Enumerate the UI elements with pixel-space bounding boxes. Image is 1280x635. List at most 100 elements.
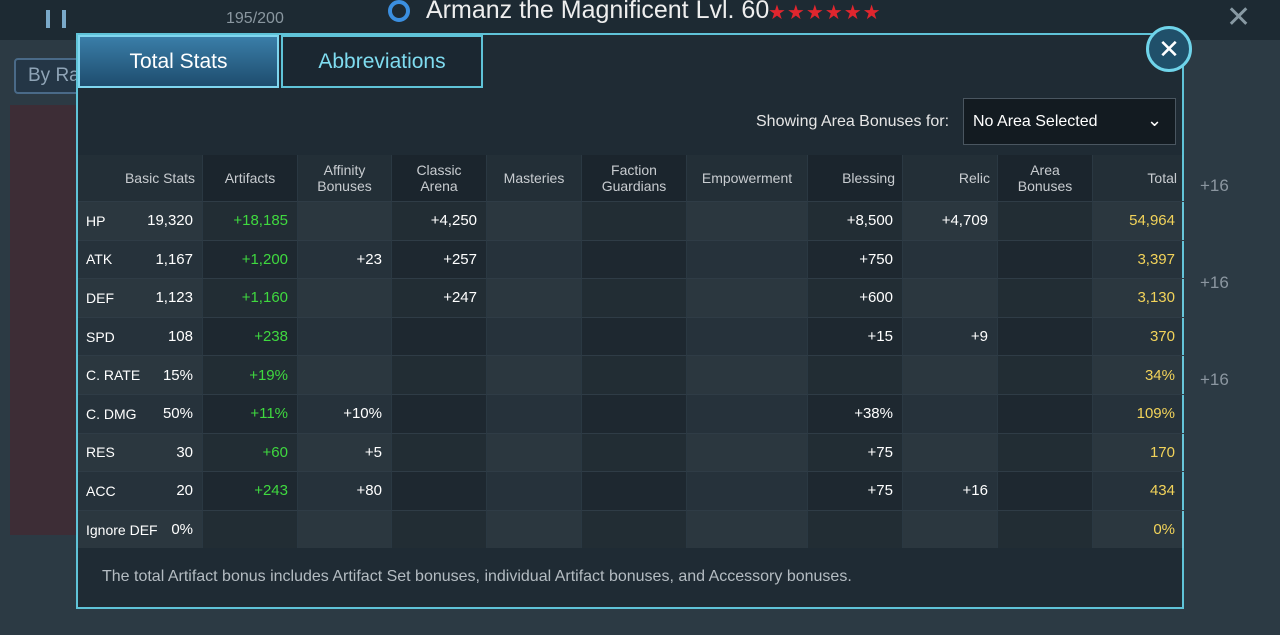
table-cell xyxy=(487,432,582,472)
table-cell xyxy=(487,509,582,549)
table-cell: +23 xyxy=(298,239,392,279)
table-cell xyxy=(687,201,808,240)
table-cell: 370 xyxy=(1093,316,1185,356)
menu-icon[interactable] xyxy=(46,10,66,28)
table-cell xyxy=(687,316,808,356)
table-cell xyxy=(582,316,687,356)
table-cell: +15 xyxy=(808,316,903,356)
stat-name: C. RATE xyxy=(86,367,141,384)
table-cell xyxy=(582,471,687,510)
table-cell: +10% xyxy=(298,393,392,433)
table-cell xyxy=(582,278,687,317)
table-cell xyxy=(582,239,687,279)
column-header: Basic Stats xyxy=(78,155,203,201)
stat-value: +5 xyxy=(364,443,382,461)
table-cell xyxy=(392,316,487,356)
column-header: Faction Guardians xyxy=(582,155,687,201)
table-cell xyxy=(687,239,808,279)
table-cell: +19% xyxy=(203,355,298,394)
table-cell xyxy=(998,239,1093,279)
stat-value: +80 xyxy=(356,482,382,500)
tab-total-stats[interactable]: Total Stats xyxy=(78,35,279,88)
table-cell xyxy=(298,355,392,394)
rank-stars: ★★★★★★ xyxy=(768,2,882,24)
table-cell xyxy=(298,316,392,356)
stat-name: ACC xyxy=(86,482,116,499)
stat-value: 54,964 xyxy=(1129,212,1175,230)
table-cell xyxy=(998,432,1093,472)
table-cell xyxy=(487,278,582,317)
table-cell xyxy=(203,509,298,549)
table-cell xyxy=(687,432,808,472)
table-cell xyxy=(687,278,808,317)
stat-name: Ignore DEF xyxy=(86,521,158,538)
stat-value: 434 xyxy=(1149,482,1175,500)
stat-value: +75 xyxy=(867,482,893,500)
table-cell: C. DMG 50% xyxy=(78,393,203,433)
sort-button[interactable]: By Ra xyxy=(14,58,84,94)
column-header: Total xyxy=(1093,155,1185,201)
table-cell xyxy=(487,316,582,356)
table-cell: +9 xyxy=(903,316,998,356)
table-cell xyxy=(582,432,687,472)
table-cell: +600 xyxy=(808,278,903,317)
roster-strip xyxy=(10,105,76,535)
column-header: Classic Arena xyxy=(392,155,487,201)
stat-value: 170 xyxy=(1149,443,1175,461)
table-cell: +80 xyxy=(298,471,392,510)
table-cell xyxy=(998,355,1093,394)
stat-value: +60 xyxy=(262,443,288,461)
table-cell xyxy=(808,509,903,549)
table-cell xyxy=(903,355,998,394)
area-filter-label: Showing Area Bonuses for: xyxy=(756,113,950,130)
stat-value: +16 xyxy=(962,482,988,500)
stat-value: 370 xyxy=(1149,328,1175,346)
table-cell xyxy=(998,316,1093,356)
table-cell: +38% xyxy=(808,393,903,433)
table-cell: RES 30 xyxy=(78,432,203,472)
column-header: Affinity Bonuses xyxy=(298,155,392,201)
stat-value: +10% xyxy=(343,405,382,423)
table-cell: 54,964 xyxy=(1093,201,1185,240)
table-cell: +75 xyxy=(808,432,903,472)
base-value: 1,167 xyxy=(155,250,193,268)
table-cell xyxy=(998,509,1093,549)
table-cell xyxy=(487,355,582,394)
tab-abbreviations[interactable]: Abbreviations xyxy=(281,35,483,88)
base-value: 30 xyxy=(176,443,193,461)
base-value: 0% xyxy=(171,521,193,539)
stat-value: +247 xyxy=(443,289,477,307)
table-cell xyxy=(582,201,687,240)
champion-title: Armanz the Magnificent Lvl. 60 xyxy=(426,0,770,24)
table-cell xyxy=(998,471,1093,510)
stat-value: +243 xyxy=(254,482,288,500)
stat-name: HP xyxy=(86,212,106,229)
table-cell xyxy=(298,201,392,240)
stat-value: +9 xyxy=(970,328,988,346)
stat-value: +23 xyxy=(356,250,382,268)
affinity-icon xyxy=(388,0,410,22)
base-value: 108 xyxy=(167,328,193,346)
area-dropdown-value: No Area Selected xyxy=(973,113,1098,130)
stat-value: 109% xyxy=(1136,405,1175,423)
table-cell: 170 xyxy=(1093,432,1185,472)
table-cell: +4,250 xyxy=(392,201,487,240)
table-cell xyxy=(903,509,998,549)
stat-value: +600 xyxy=(859,289,893,307)
stat-value: +11% xyxy=(250,405,288,423)
table-cell xyxy=(298,278,392,317)
close-icon[interactable]: ✕ xyxy=(1226,1,1252,34)
table-cell xyxy=(687,393,808,433)
area-dropdown[interactable]: No Area Selected ⌄ xyxy=(963,98,1176,145)
table-cell: +750 xyxy=(808,239,903,279)
stat-value: +1,160 xyxy=(241,289,288,307)
stat-value: 0% xyxy=(1153,521,1175,539)
stat-value: +15 xyxy=(867,328,893,346)
stat-value: +8,500 xyxy=(846,212,893,230)
table-cell: +4,709 xyxy=(903,201,998,240)
table-cell xyxy=(487,201,582,240)
panel-close[interactable]: ✕ xyxy=(1146,26,1192,72)
table-cell: C. RATE 15% xyxy=(78,355,203,394)
stat-value: +1,200 xyxy=(241,250,288,268)
